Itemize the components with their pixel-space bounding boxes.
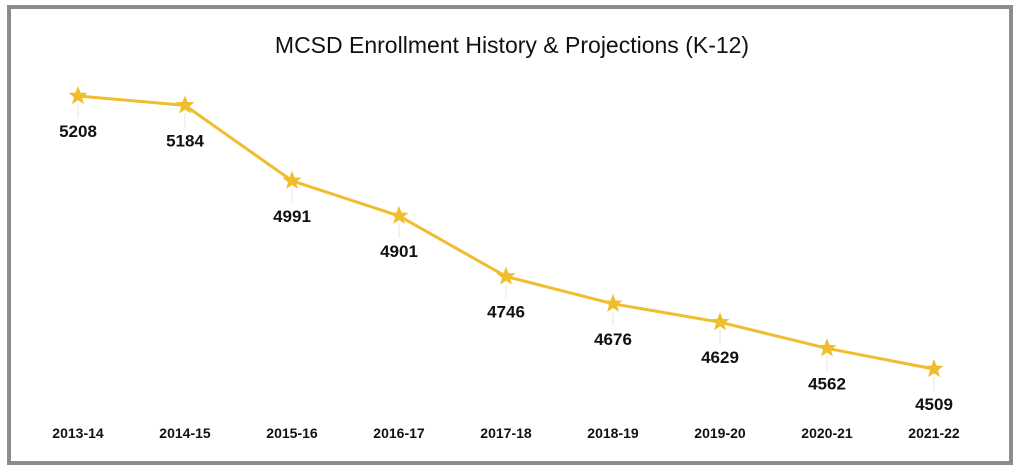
x-tick-label: 2021-22 — [908, 425, 960, 441]
data-label: 4746 — [487, 302, 525, 321]
data-label: 4901 — [380, 242, 418, 261]
data-label: 4676 — [594, 330, 632, 349]
data-point-star — [496, 266, 516, 285]
data-label: 4562 — [808, 374, 846, 393]
data-label: 5208 — [59, 122, 97, 141]
x-tick-label: 2019-20 — [694, 425, 746, 441]
data-point-star — [817, 338, 837, 357]
data-point-star — [924, 359, 944, 378]
x-tick-label: 2013-14 — [52, 425, 104, 441]
data-label: 4509 — [915, 395, 953, 414]
data-point-star — [603, 293, 623, 312]
x-tick-label: 2018-19 — [587, 425, 639, 441]
chart-frame — [7, 5, 1013, 465]
data-point-star — [175, 95, 195, 114]
data-label: 4629 — [701, 348, 739, 367]
data-label: 5184 — [166, 131, 204, 150]
x-tick-label: 2015-16 — [266, 425, 318, 441]
data-point-star — [282, 170, 302, 189]
data-point-star — [68, 86, 88, 105]
data-point-star — [389, 205, 409, 224]
x-tick-label: 2016-17 — [373, 425, 425, 441]
data-label: 4991 — [273, 207, 311, 226]
series-line — [77, 94, 935, 371]
x-tick-label: 2014-15 — [159, 425, 211, 441]
x-tick-label: 2017-18 — [480, 425, 532, 441]
data-point-star — [710, 312, 730, 331]
chart-title: MCSD Enrollment History & Projections (K… — [275, 32, 749, 58]
x-tick-label: 2020-21 — [801, 425, 853, 441]
